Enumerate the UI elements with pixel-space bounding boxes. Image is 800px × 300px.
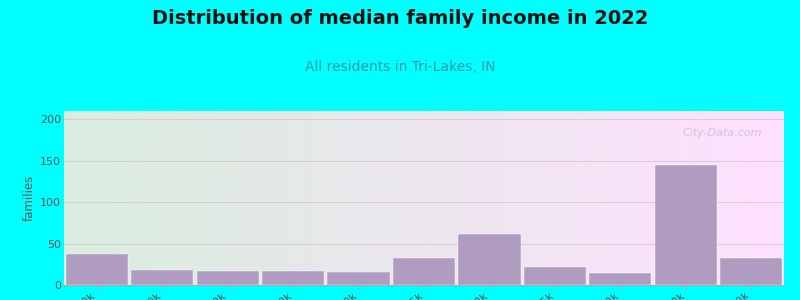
Bar — [590, 273, 651, 285]
Bar — [66, 254, 128, 285]
Bar — [654, 165, 717, 285]
Bar — [131, 270, 194, 285]
Bar — [458, 234, 521, 285]
Text: City-Data.com: City-Data.com — [683, 128, 762, 138]
Bar — [720, 259, 782, 285]
Bar — [327, 272, 390, 285]
Y-axis label: families: families — [23, 175, 36, 221]
Text: Distribution of median family income in 2022: Distribution of median family income in … — [152, 9, 648, 28]
Text: All residents in Tri-Lakes, IN: All residents in Tri-Lakes, IN — [305, 60, 495, 74]
Bar — [197, 271, 258, 285]
Bar — [393, 259, 455, 285]
Bar — [524, 267, 586, 285]
Bar — [262, 271, 324, 285]
